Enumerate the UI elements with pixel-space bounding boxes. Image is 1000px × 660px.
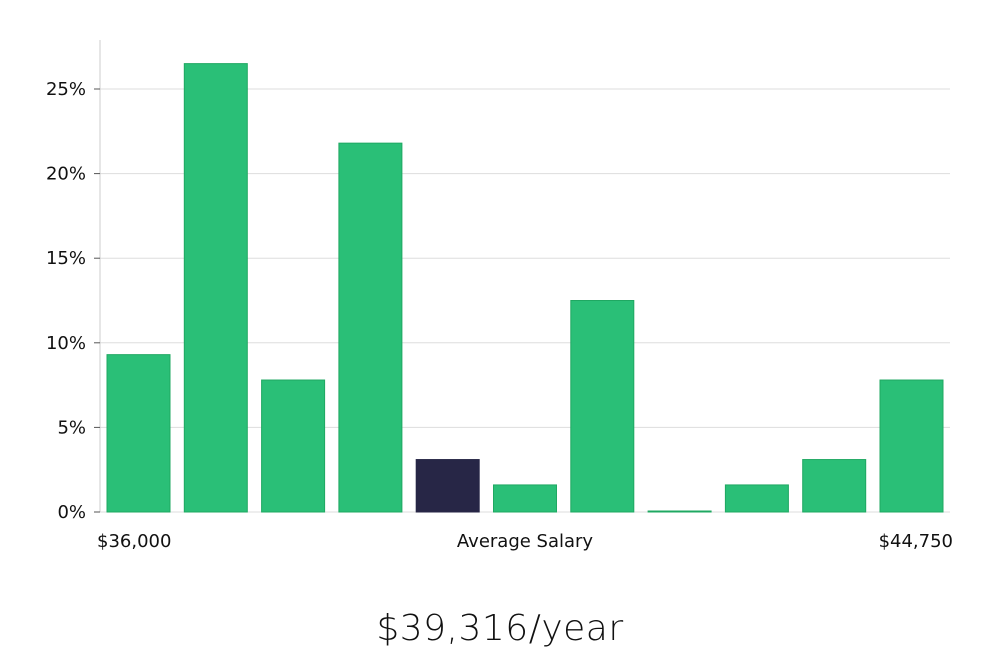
bar bbox=[724, 484, 789, 513]
bar bbox=[647, 510, 712, 513]
average-salary-value: $39,316/year bbox=[376, 608, 624, 649]
y-tick-label: 20% bbox=[46, 164, 86, 185]
bar bbox=[338, 142, 403, 513]
y-tick-label: 0% bbox=[57, 502, 86, 523]
bar bbox=[570, 300, 635, 513]
bar bbox=[261, 379, 326, 513]
y-tick-label: 10% bbox=[46, 333, 86, 354]
bar-highlighted bbox=[415, 459, 480, 513]
x-max-label: $44,750 bbox=[879, 531, 953, 552]
y-tick-label: 25% bbox=[46, 79, 86, 100]
bar bbox=[802, 459, 867, 513]
x-axis-title: Average Salary bbox=[457, 531, 594, 552]
bar bbox=[879, 379, 944, 513]
bars bbox=[106, 63, 944, 513]
x-min-label: $36,000 bbox=[97, 531, 171, 552]
y-tick-labels: 0% 5% 10% 15% 20% 25% bbox=[46, 79, 100, 523]
bar bbox=[493, 484, 557, 513]
salary-histogram: 0%5%10%15%20%25% $36,000 Average Salary … bbox=[46, 40, 953, 552]
y-tick-label: 15% bbox=[46, 248, 86, 269]
bar bbox=[106, 354, 171, 513]
y-tick-label: 5% bbox=[57, 417, 86, 438]
bar bbox=[183, 63, 248, 513]
